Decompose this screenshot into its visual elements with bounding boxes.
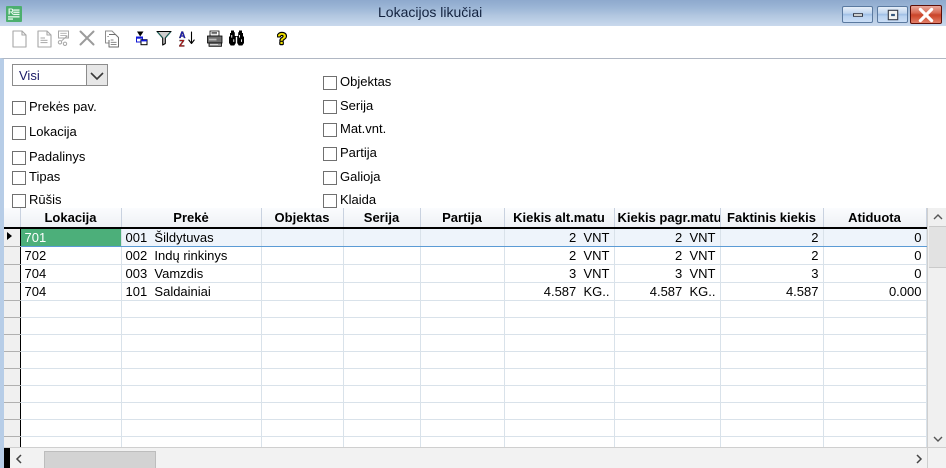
svg-text:?: ? (277, 31, 287, 48)
svg-text:Z: Z (179, 39, 185, 49)
svg-text:R: R (8, 7, 14, 16)
